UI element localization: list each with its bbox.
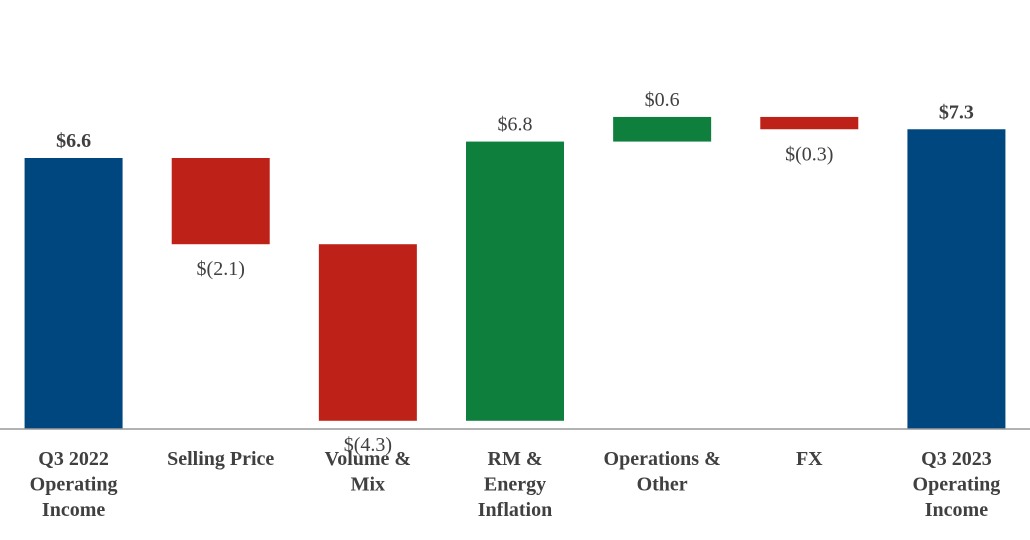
category-label-line: RM & [488,448,543,470]
bar-6 [907,129,1006,429]
category-label-2: Volume & Mix [325,448,411,496]
category-labels-group: Q3 2022 Operating Income Selling Price Volum… [30,448,1001,521]
category-label-line: Mix [351,474,385,496]
category-label-line: Income [42,499,105,521]
category-label-line: Q3 2022 [38,448,109,470]
category-label-line: Q3 2023 [921,448,992,470]
bar-0 [24,158,123,429]
category-label-line: Operations & [604,448,721,470]
category-label-6: Q3 2023 Operating Income [913,448,1001,521]
value-label-5: $(0.3) [785,143,833,165]
category-label-line: Operating [30,474,118,496]
value-label-2: $(4.3) [344,434,392,456]
bar-2 [318,244,417,421]
category-label-0: Q3 2022 Operating Income [30,448,118,521]
category-label-line: Energy [484,474,546,496]
category-label-line: Operating [913,474,1001,496]
category-label-1: Selling Price [167,448,274,470]
bar-1 [171,158,270,245]
value-label-4: $0.6 [645,89,680,111]
category-label-4: Operations & Other [604,448,721,496]
bar-4 [613,116,712,142]
category-label-3: RM & Energy Inflation [478,448,552,521]
value-label-3: $6.8 [498,114,533,136]
bar-3 [466,141,564,421]
bar-5 [760,116,859,130]
value-label-1: $(2.1) [197,258,245,280]
value-label-6: $7.3 [939,101,974,123]
category-label-line: Inflation [478,499,552,521]
category-label-line: Income [925,499,988,521]
category-label-5: FX [796,448,823,470]
category-label-line: Other [637,474,688,496]
category-label-line: Selling Price [167,448,274,470]
category-label-line: FX [796,448,823,470]
category-label-line: Volume & [325,448,411,470]
value-labels-group: $6.6 $(2.1) $(4.3) $6.8 $0.6 $(0.3) $7.3 [56,89,974,456]
bars-group [24,116,1006,429]
value-label-0: $6.6 [56,130,91,152]
